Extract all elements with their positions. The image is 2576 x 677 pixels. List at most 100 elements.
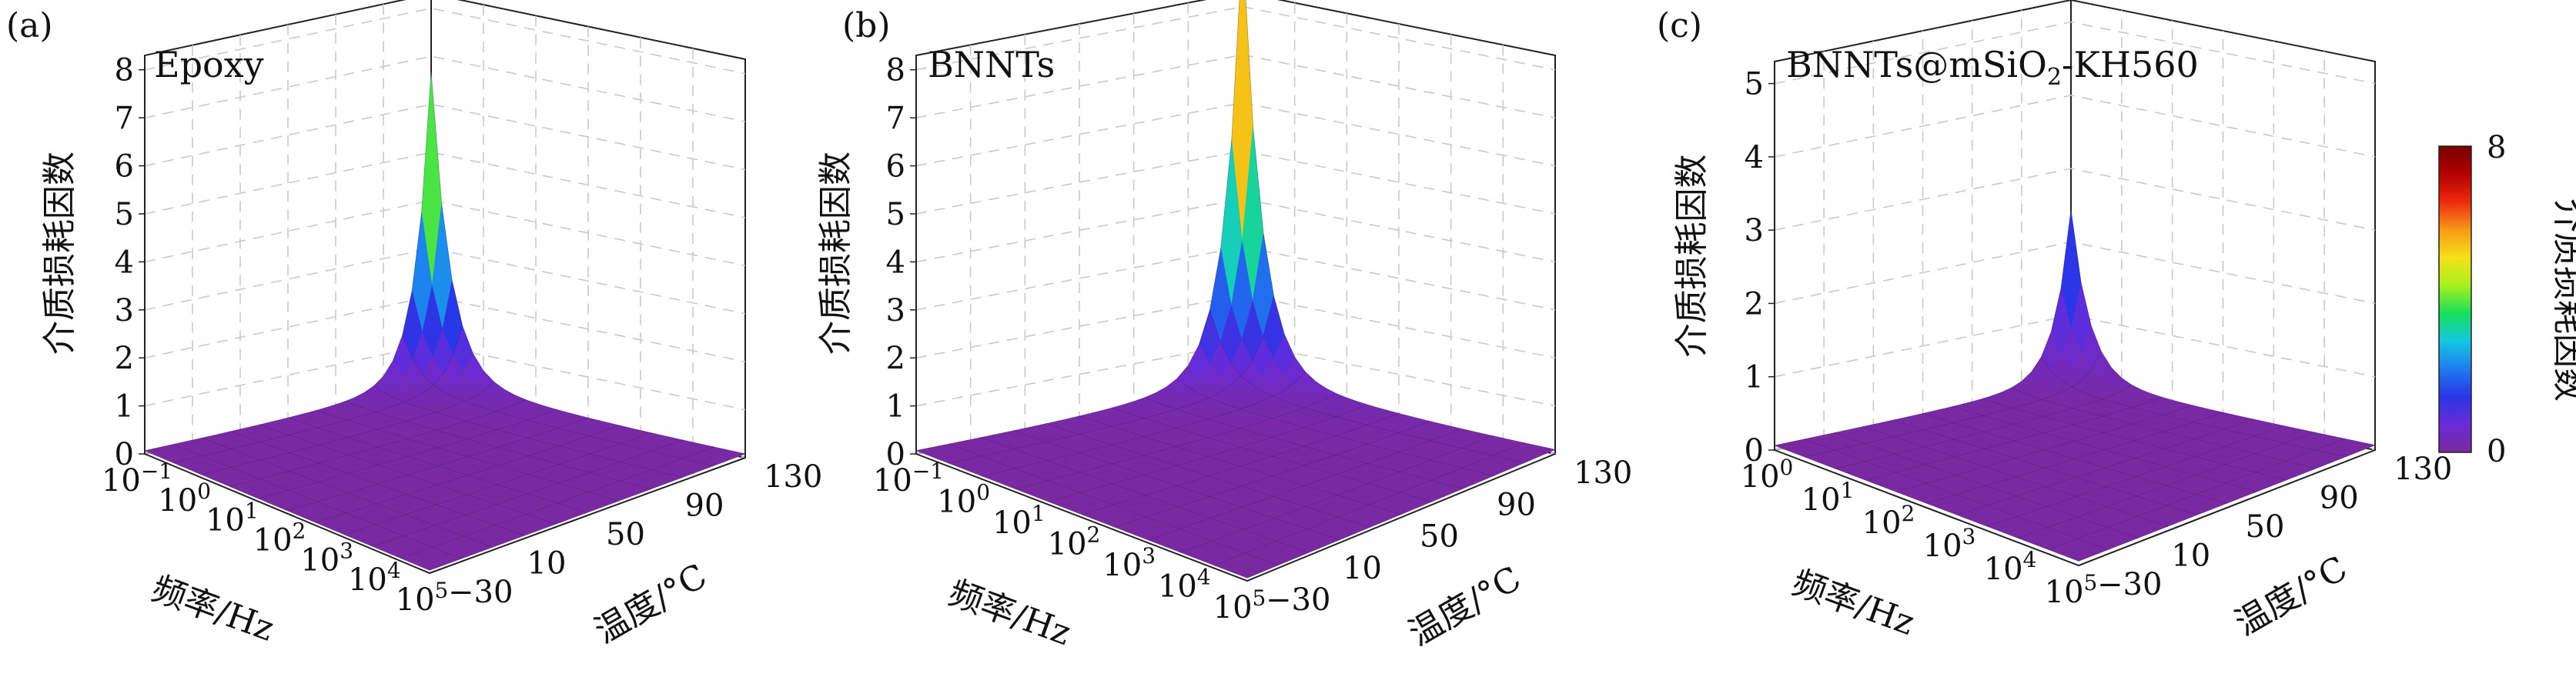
z-tick-label: 5 [1745, 67, 1764, 102]
colorbar-gradient [2438, 145, 2472, 453]
z-tick-label: 6 [115, 149, 134, 185]
mesh-line [258, 409, 557, 499]
z-gridline [915, 102, 1556, 167]
z-tick-label: 0 [115, 437, 134, 472]
z-tick-label: 1 [115, 389, 134, 425]
mesh-line [144, 72, 432, 452]
y-tick-label: 50 [2246, 509, 2285, 545]
y-tick-label: 130 [2394, 452, 2452, 487]
mesh-line [430, 72, 746, 455]
x-tick-label: 102 [1048, 522, 1101, 562]
x-tick-label: 100 [158, 479, 211, 519]
surface-mesh [144, 72, 747, 571]
mesh-line [286, 417, 589, 511]
z-tick-label: 1 [1745, 360, 1764, 395]
mesh-line [172, 325, 463, 463]
colorbar-title: 介质损耗因数 [2549, 198, 2576, 402]
y-tick-label: 130 [1574, 455, 1632, 491]
y-tick-label: 10 [1343, 551, 1382, 586]
z-tick-label: 2 [1745, 286, 1764, 322]
x-tick-label: 101 [206, 499, 259, 539]
x-axis-title: 频率/Hz [943, 573, 1076, 653]
y-tick-label: −30 [448, 575, 513, 610]
mesh-line [373, 385, 683, 479]
mesh-line [316, 410, 620, 502]
panel-label: (c) [1657, 6, 1702, 45]
surface-mesh [915, 0, 1556, 579]
z-gridline [1774, 95, 2376, 158]
colorbar: 8 0 介质损耗因数 [2438, 130, 2576, 469]
mesh-line [400, 446, 714, 559]
y-tick-label: 10 [2171, 539, 2210, 574]
z-gridline [144, 103, 746, 171]
z-tick-label: 8 [115, 53, 134, 88]
x-tick-label: 102 [1862, 501, 1915, 541]
x-tick-label: 104 [1984, 547, 2037, 587]
x-tick-label: 105 [396, 578, 449, 618]
z-gridline [915, 245, 1556, 311]
y-tick-label: 50 [606, 517, 645, 552]
y-tick-label: 10 [527, 546, 567, 582]
mesh-line [202, 437, 493, 548]
x-tick-label: 101 [1802, 478, 1855, 518]
y-tick-label: −30 [2097, 567, 2162, 602]
mesh-line [402, 335, 714, 466]
mesh-line [201, 382, 494, 475]
x-tick-label: 105 [1213, 585, 1266, 625]
y-axis-title: 温度/°C [2229, 549, 2354, 643]
x-tick-label: 100 [1741, 455, 1794, 495]
z-gridline [1774, 168, 2376, 231]
z-axis-title: 介质损耗因数 [816, 152, 855, 355]
z-gridline [144, 7, 746, 75]
mesh-line [429, 453, 746, 571]
z-gridline [144, 343, 746, 411]
y-tick-label: 50 [1420, 519, 1459, 555]
mesh-line [287, 417, 588, 513]
material-annotation: BNNTs [928, 44, 1055, 85]
z-tick-label: 5 [886, 197, 905, 232]
z-tick-label: 2 [115, 341, 134, 376]
z-tick-label: 7 [886, 101, 905, 136]
z-tick-label: 2 [886, 341, 905, 376]
z-tick-label: 6 [886, 149, 905, 185]
z-tick-label: 4 [886, 245, 905, 280]
z-tick-label: 5 [115, 197, 134, 232]
material-annotation: BNNTs@mSiO2-KH560 [1786, 44, 2199, 91]
x-axis-title: 频率/Hz [146, 569, 279, 649]
panel-label: (b) [842, 6, 891, 45]
mesh-line [144, 450, 430, 571]
mesh-line [315, 425, 620, 523]
y-tick-label: 90 [1497, 487, 1536, 522]
mesh-line [173, 444, 462, 559]
z-gridline [915, 342, 1556, 407]
mesh-line [345, 401, 651, 490]
z-tick-label: 4 [1745, 140, 1764, 175]
z-gridline [144, 152, 746, 218]
surface-facet [419, 562, 441, 571]
x-tick-label: 10−1 [102, 459, 172, 499]
x-tick-label: 101 [992, 501, 1045, 541]
z-tick-label: 4 [115, 245, 134, 280]
x-tick-label: 100 [937, 480, 990, 520]
z-axis-title: 介质损耗因数 [1672, 155, 1711, 358]
x-tick-label: 104 [1158, 565, 1211, 605]
x-tick-label: 103 [1923, 524, 1976, 564]
mesh-line [229, 399, 526, 487]
x-tick-label: 102 [253, 519, 306, 559]
panel-label: (a) [6, 6, 53, 45]
z-tick-label: 1 [886, 389, 905, 425]
mesh-line [259, 424, 557, 525]
z-axis-title: 介质损耗因数 [40, 152, 79, 355]
x-tick-label: 104 [348, 558, 401, 598]
y-tick-label: −30 [1266, 582, 1330, 618]
y-tick-label: 130 [764, 459, 822, 495]
x-tick-label: 10−1 [873, 459, 944, 499]
